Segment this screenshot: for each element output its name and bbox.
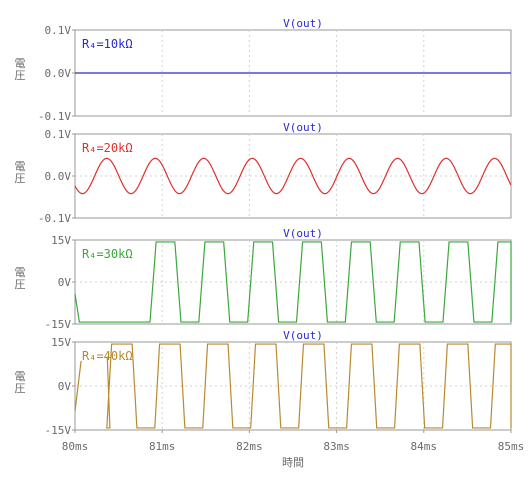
series-label: R₄=10kΩ: [82, 37, 133, 51]
y-axis-label: 電: [15, 57, 26, 70]
series-label: R₄=20kΩ: [82, 141, 133, 155]
trace-title: V(out): [283, 17, 323, 30]
y-tick-label: 15V: [51, 336, 71, 349]
trace-title: V(out): [283, 329, 323, 342]
series-trace: [74, 241, 512, 323]
trace-title: V(out): [283, 121, 323, 134]
series-label: R₄=30kΩ: [82, 247, 133, 261]
y-tick-label: 0V: [58, 380, 72, 393]
trace-title: V(out): [283, 227, 323, 240]
y-axis-label: 電: [15, 266, 26, 279]
y-axis-label: 圧: [15, 69, 26, 82]
x-tick-label: 84ms: [411, 440, 438, 453]
y-axis-label: 圧: [15, 382, 26, 395]
y-tick-label: -0.1V: [38, 110, 71, 123]
y-tick-label: 0.0V: [45, 170, 72, 183]
x-tick-label: 81ms: [149, 440, 176, 453]
series-trace: [74, 157, 512, 195]
x-tick-label: 83ms: [323, 440, 350, 453]
series-trace: [74, 343, 512, 429]
x-tick-label: 82ms: [236, 440, 263, 453]
y-tick-label: 0V: [58, 276, 72, 289]
y-axis-label: 圧: [15, 172, 26, 185]
x-axis-label: 時間: [282, 456, 304, 469]
x-tick-label: 85ms: [498, 440, 525, 453]
y-tick-label: -15V: [45, 424, 72, 437]
y-tick-label: 0.0V: [45, 67, 72, 80]
plot-panel-frame: [74, 133, 512, 219]
y-tick-label: -0.1V: [38, 212, 71, 225]
y-axis-label: 電: [15, 160, 26, 173]
y-tick-label: 15V: [51, 234, 71, 247]
x-tick-label: 80ms: [62, 440, 89, 453]
y-axis-label: 電: [15, 370, 26, 383]
series-label: R₄=40kΩ: [82, 349, 133, 363]
y-tick-label: 0.1V: [45, 24, 72, 37]
plot-panel-frame: [74, 341, 512, 431]
y-axis-label: 圧: [15, 278, 26, 291]
y-tick-label: -15V: [45, 318, 72, 331]
y-tick-label: 0.1V: [45, 128, 72, 141]
